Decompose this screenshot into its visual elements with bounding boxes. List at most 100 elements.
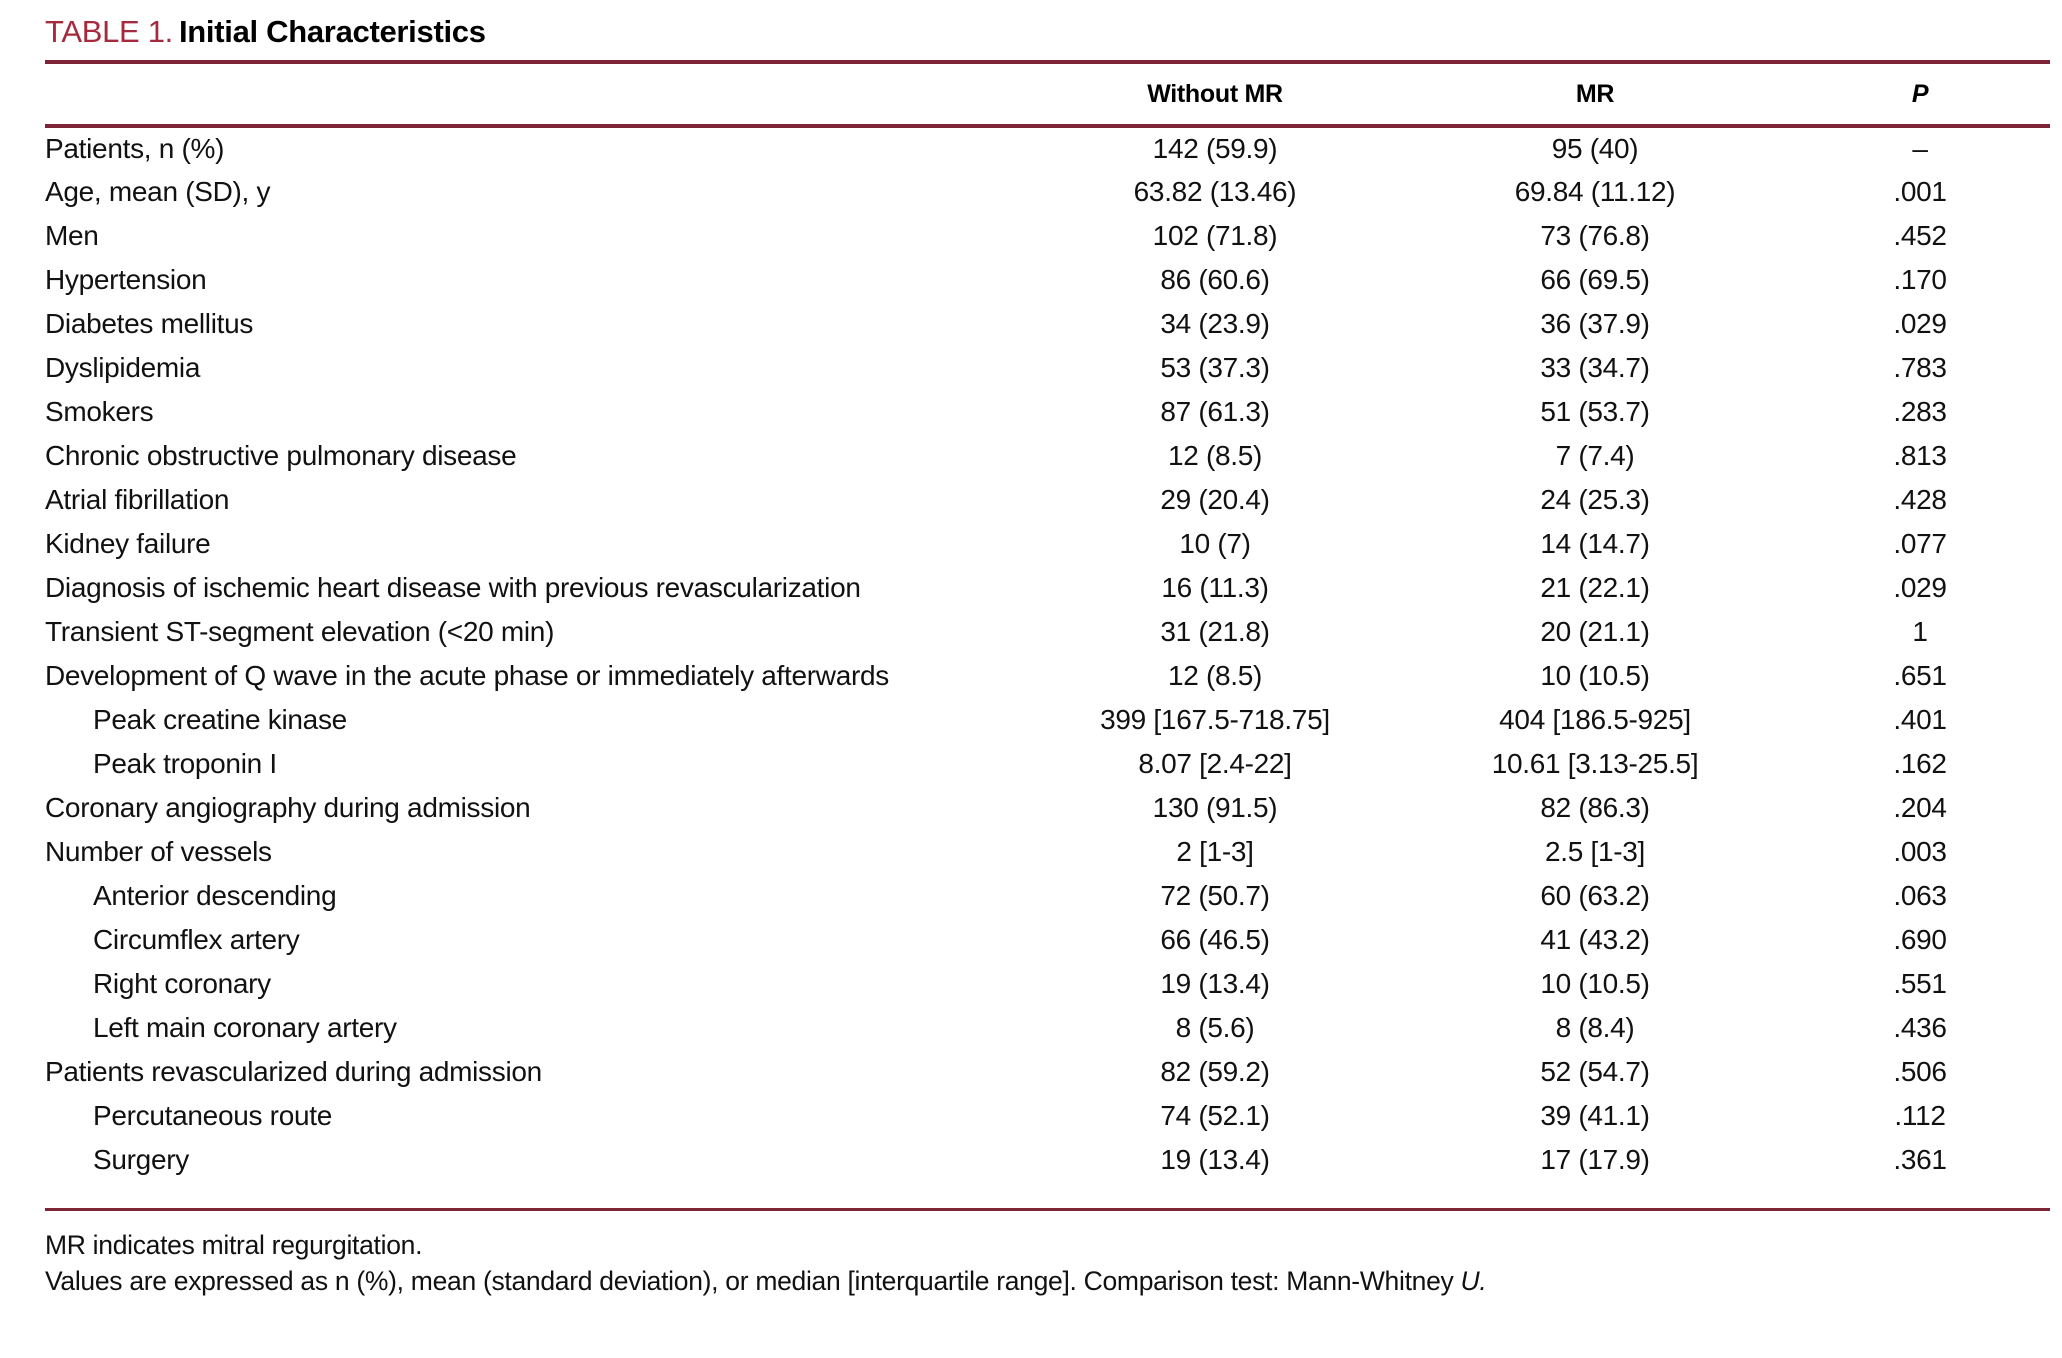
table-row: Chronic obstructive pulmonary disease 12 … <box>45 434 2050 478</box>
header-without-mr: Without MR <box>1147 79 1283 108</box>
table-number-label: TABLE 1. <box>45 14 173 49</box>
row-value-mr: 66 (69.5) <box>1540 264 1650 295</box>
row-value-without-mr: 19 (13.4) <box>1160 968 1270 999</box>
row-value-p: .783 <box>1893 352 1947 383</box>
row-value-p: .401 <box>1893 704 1947 735</box>
table-row: Kidney failure 10 (7) 14 (14.7) .077 <box>45 522 2050 566</box>
row-value-p: .436 <box>1893 1012 1947 1043</box>
row-value-mr: 36 (37.9) <box>1540 308 1650 339</box>
row-value-mr: 41 (43.2) <box>1540 924 1650 955</box>
footnote-statistic-name: U. <box>1460 1266 1487 1296</box>
row-value-without-mr: 8 (5.6) <box>1175 1012 1255 1043</box>
row-value-mr: 20 (21.1) <box>1540 616 1650 647</box>
row-label: Diabetes mellitus <box>45 308 254 339</box>
table-body: Patients, n (%) 142 (59.9) 95 (40) – Age, me… <box>45 126 2050 1182</box>
row-value-without-mr: 102 (71.8) <box>1152 220 1278 251</box>
table-title-text: Initial Characteristics <box>178 14 486 49</box>
row-value-without-mr: 29 (20.4) <box>1160 484 1270 515</box>
row-value-without-mr: 74 (52.1) <box>1160 1100 1270 1131</box>
row-value-without-mr: 12 (8.5) <box>1167 660 1263 691</box>
table-title: TABLE 1. Initial Characteristics <box>45 0 2050 60</box>
row-label: Diagnosis of ischemic heart disease with… <box>45 572 861 603</box>
row-value-p: .063 <box>1893 880 1947 911</box>
row-label: Coronary angiography during admission <box>45 792 531 823</box>
row-value-p: .452 <box>1893 220 1947 251</box>
row-value-p: .077 <box>1893 528 1947 559</box>
footnote-values: Values are expressed as n (%), mean (sta… <box>45 1266 1487 1296</box>
row-label: Men <box>45 220 99 251</box>
row-value-p: .162 <box>1893 748 1947 779</box>
row-label: Circumflex artery <box>93 924 300 955</box>
row-value-without-mr: 19 (13.4) <box>1160 1144 1270 1175</box>
row-value-without-mr: 31 (21.8) <box>1160 616 1270 647</box>
row-value-mr: 8 (8.4) <box>1555 1012 1635 1043</box>
row-value-without-mr: 34 (23.9) <box>1160 308 1270 339</box>
row-value-mr: 73 (76.8) <box>1540 220 1650 251</box>
row-value-mr: 404 [186.5-925] <box>1499 704 1691 735</box>
row-value-p: .690 <box>1893 924 1947 955</box>
row-value-p: .428 <box>1893 484 1947 515</box>
table-row: Percutaneous route 74 (52.1) 39 (41.1) .112 <box>45 1094 2050 1138</box>
row-label: Anterior descending <box>93 880 337 911</box>
row-value-mr: 17 (17.9) <box>1540 1144 1650 1175</box>
row-value-without-mr: 63.82 (13.46) <box>1133 176 1297 207</box>
row-value-mr: 52 (54.7) <box>1540 1056 1650 1087</box>
row-value-mr: 7 (7.4) <box>1555 440 1635 471</box>
row-value-mr: 82 (86.3) <box>1540 792 1650 823</box>
row-value-p: .651 <box>1893 660 1947 691</box>
row-label: Development of Q wave in the acute phase… <box>45 660 889 691</box>
row-value-mr: 10 (10.5) <box>1540 660 1650 691</box>
row-value-without-mr: 86 (60.6) <box>1160 264 1270 295</box>
row-label: Peak creatine kinase <box>93 704 347 735</box>
table-row: Patients revascularized during admission… <box>45 1050 2050 1094</box>
row-value-mr: 14 (14.7) <box>1540 528 1650 559</box>
table-row: Atrial fibrillation 29 (20.4) 24 (25.3) .42… <box>45 478 2050 522</box>
row-value-p: .170 <box>1893 264 1947 295</box>
row-value-without-mr: 66 (46.5) <box>1160 924 1270 955</box>
table-row: Coronary angiography during admission 130… <box>45 786 2050 830</box>
row-value-mr: 51 (53.7) <box>1540 396 1650 427</box>
row-label: Dyslipidemia <box>45 352 201 383</box>
table-row: Development of Q wave in the acute phase… <box>45 654 2050 698</box>
row-value-without-mr: 8.07 [2.4-22] <box>1138 748 1292 779</box>
row-value-p: .506 <box>1893 1056 1947 1087</box>
row-value-p: – <box>1912 133 1928 164</box>
row-value-without-mr: 2 [1-3] <box>1176 836 1254 867</box>
row-value-mr: 10 (10.5) <box>1540 968 1650 999</box>
row-label: Surgery <box>93 1144 189 1175</box>
row-label: Percutaneous route <box>93 1100 332 1131</box>
row-value-p: .112 <box>1894 1100 1946 1131</box>
row-value-without-mr: 16 (11.3) <box>1161 572 1269 603</box>
row-value-without-mr: 53 (37.3) <box>1160 352 1270 383</box>
row-value-p: .029 <box>1893 572 1947 603</box>
row-value-p: .283 <box>1893 396 1947 427</box>
row-value-without-mr: 10 (7) <box>1179 528 1251 559</box>
bottom-rule <box>45 1208 2050 1211</box>
table-row: Diabetes mellitus 34 (23.9) 36 (37.9) .029 <box>45 302 2050 346</box>
table-row: Peak troponin I 8.07 [2.4-22] 10.61 [3.13-… <box>45 742 2050 786</box>
table-row: Dyslipidemia 53 (37.3) 33 (34.7) .783 <box>45 346 2050 390</box>
table-row: Peak creatine kinase 399 [167.5-718.75] 40… <box>45 698 2050 742</box>
table-row: Circumflex artery 66 (46.5) 41 (43.2) .690 <box>45 918 2050 962</box>
row-value-p: 1 <box>1912 616 1928 647</box>
row-value-without-mr: 399 [167.5-718.75] <box>1100 704 1330 735</box>
row-value-p: .813 <box>1893 440 1947 471</box>
row-value-p: .003 <box>1893 836 1947 867</box>
table-row: Transient ST-segment elevation (<20 min)… <box>45 610 2050 654</box>
top-rule <box>45 60 2050 64</box>
table-row: Anterior descending 72 (50.7) 60 (63.2) .06… <box>45 874 2050 918</box>
row-label: Number of vessels <box>45 836 272 867</box>
row-value-p: .204 <box>1893 792 1947 823</box>
table-row: Left main coronary artery 8 (5.6) 8 (8.4).… <box>45 1006 2050 1050</box>
row-label: Patients revascularized during admission <box>45 1056 542 1087</box>
row-label: Left main coronary artery <box>93 1012 397 1043</box>
row-value-without-mr: 82 (59.2) <box>1160 1056 1270 1087</box>
row-value-mr: 24 (25.3) <box>1540 484 1650 515</box>
row-value-without-mr: 87 (61.3) <box>1160 396 1270 427</box>
row-label: Atrial fibrillation <box>45 484 230 515</box>
header-mr: MR <box>1575 79 1615 108</box>
footnote-abbreviation: MR indicates mitral regurgitation. <box>45 1230 423 1260</box>
row-label: Chronic obstructive pulmonary disease <box>45 440 517 471</box>
table-row: Surgery 19 (13.4) 17 (17.9) .361 <box>45 1138 2050 1182</box>
